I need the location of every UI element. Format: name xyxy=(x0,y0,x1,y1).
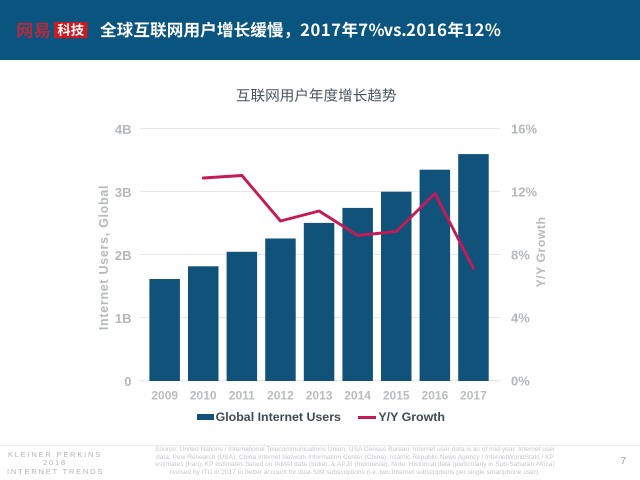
svg-text:0%: 0% xyxy=(511,374,530,389)
svg-text:0: 0 xyxy=(124,374,131,389)
svg-text:2010: 2010 xyxy=(190,389,217,403)
svg-text:Y/Y Growth: Y/Y Growth xyxy=(534,216,548,287)
svg-text:2013: 2013 xyxy=(306,389,333,403)
svg-text:12%: 12% xyxy=(511,185,537,200)
svg-text:4%: 4% xyxy=(511,311,530,326)
svg-text:3B: 3B xyxy=(115,185,132,200)
svg-text:2015: 2015 xyxy=(383,389,410,403)
svg-text:16%: 16% xyxy=(511,122,537,137)
svg-text:2009: 2009 xyxy=(151,389,178,403)
svg-text:2011: 2011 xyxy=(229,389,255,403)
svg-text:2012: 2012 xyxy=(267,389,294,403)
svg-text:Internet Users, Global: Internet Users, Global xyxy=(97,185,111,330)
svg-text:8%: 8% xyxy=(511,248,530,263)
svg-text:2014: 2014 xyxy=(344,389,371,403)
svg-text:4B: 4B xyxy=(115,122,132,137)
svg-text:2016: 2016 xyxy=(422,389,449,403)
svg-text:2017: 2017 xyxy=(460,389,487,403)
svg-text:1B: 1B xyxy=(115,311,132,326)
svg-text:2B: 2B xyxy=(115,248,132,263)
